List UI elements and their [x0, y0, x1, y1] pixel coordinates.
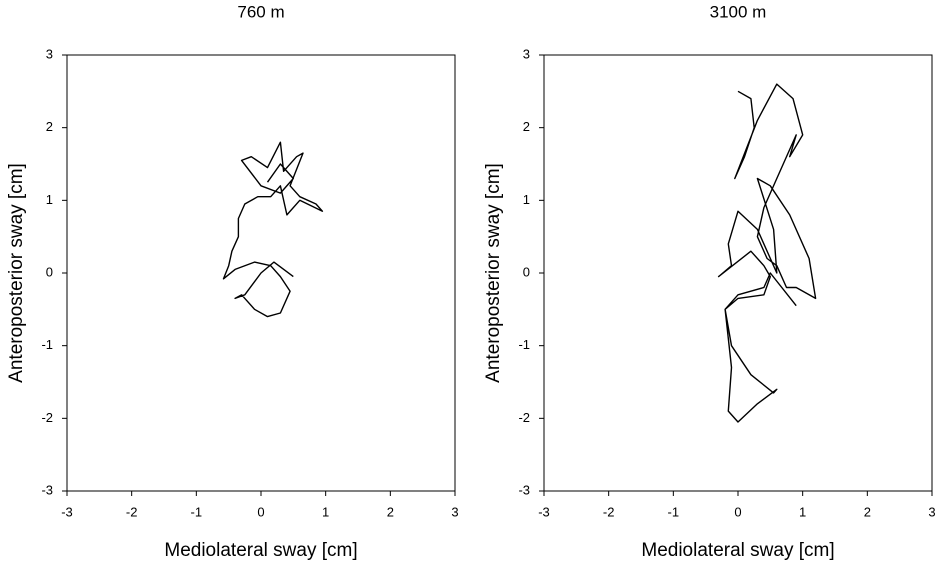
sway-trace — [222, 141, 324, 318]
y-tick-label: 2 — [523, 119, 530, 134]
x-tick-label: -1 — [191, 504, 203, 519]
chart-title: 760 m — [237, 2, 284, 21]
x-tick-label: 0 — [734, 504, 741, 519]
y-tick-label: -1 — [41, 337, 53, 352]
x-tick-label: 3 — [451, 504, 458, 519]
x-axis-label: Mediolateral sway [cm] — [164, 540, 357, 561]
chart-title: 3100 m — [710, 2, 767, 21]
x-tick-label: -3 — [61, 504, 73, 519]
sway-trace — [717, 83, 817, 423]
x-axis-label: Mediolateral sway [cm] — [641, 540, 834, 561]
y-tick-label: 3 — [523, 46, 530, 61]
y-tick-label: 2 — [46, 119, 53, 134]
plot-frame — [543, 54, 933, 492]
x-tick-label: -2 — [603, 504, 615, 519]
x-tick-label: -2 — [126, 504, 138, 519]
y-tick-label: 0 — [523, 264, 530, 279]
x-tick-label: 2 — [387, 504, 394, 519]
y-tick-label: 0 — [46, 264, 53, 279]
x-tick-label: 3 — [928, 504, 935, 519]
y-tick-label: -3 — [518, 482, 530, 497]
y-tick-label: 1 — [523, 192, 530, 207]
x-tick-label: 1 — [322, 504, 329, 519]
y-axis-label: Anteroposterior sway [cm] — [483, 163, 504, 383]
y-tick-label: -3 — [41, 482, 53, 497]
y-tick-label: -2 — [518, 410, 530, 425]
x-tick-label: 2 — [864, 504, 871, 519]
x-tick-label: -1 — [668, 504, 680, 519]
y-tick-label: -1 — [518, 337, 530, 352]
y-tick-label: 3 — [46, 46, 53, 61]
y-axis-label: Anteroposterior sway [cm] — [6, 163, 27, 383]
y-tick-label: 1 — [46, 192, 53, 207]
y-tick-label: -2 — [41, 410, 53, 425]
x-tick-label: -3 — [538, 504, 550, 519]
x-tick-label: 0 — [257, 504, 264, 519]
x-tick-label: 1 — [799, 504, 806, 519]
